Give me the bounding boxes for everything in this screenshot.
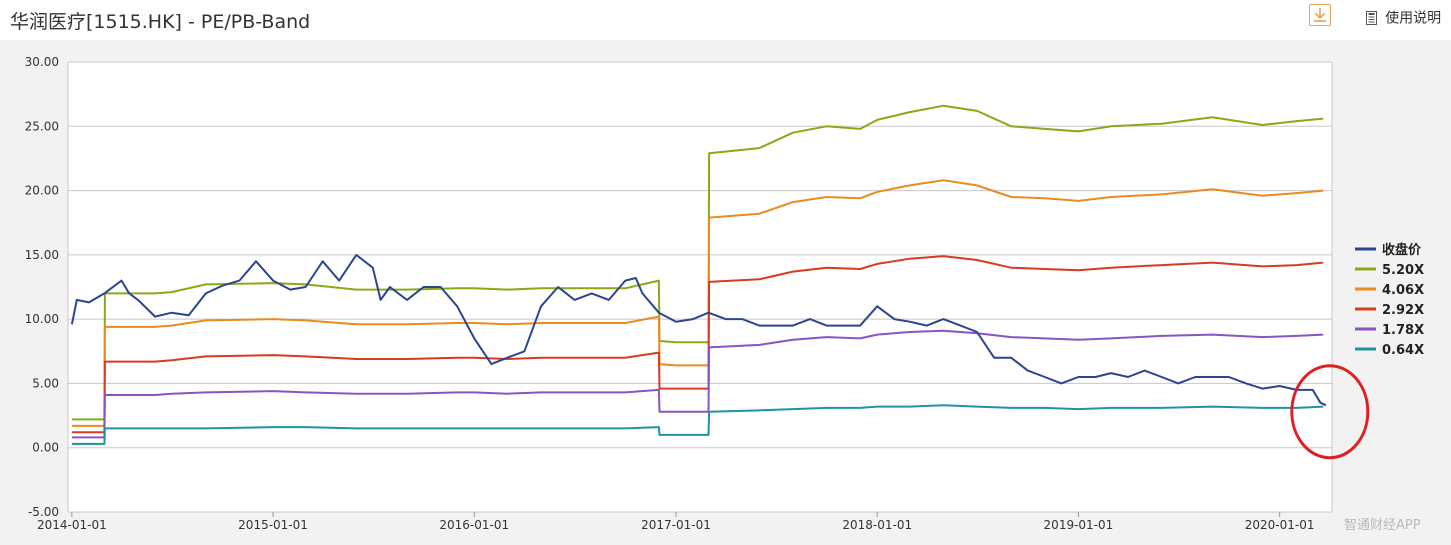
annotations [1290, 364, 1370, 460]
chart-header: 华润医疗[1515.HK] - PE/PB-Band 使用说明 [0, 0, 1451, 40]
y-axis-ticks: 30.00 25.00 20.00 15.00 10.00 5.00 0.00 -5.00 [25, 55, 59, 519]
legend-label: 1.78X [1382, 323, 1424, 338]
y-tick-label: 20.00 [25, 184, 59, 198]
legend-item[interactable]: 4.06X [1355, 283, 1424, 298]
highlight-circle [1290, 364, 1370, 460]
series-line-2.92X [71, 255, 1324, 434]
series-line-0.64X [71, 404, 1324, 445]
download-button[interactable] [1309, 4, 1331, 26]
legend-item[interactable]: 1.78X [1355, 323, 1424, 338]
y-tick-label: 30.00 [25, 55, 59, 69]
pe-pb-band-chart: 30.00 25.00 20.00 15.00 10.00 5.00 0.00 -5.00 2… [25, 55, 1424, 533]
usage-guide-link[interactable]: 使用说明 [1366, 7, 1441, 27]
y-tick-label: 25.00 [25, 119, 59, 133]
x-tick-label: 2014-01-01 [37, 518, 107, 532]
grid-lines [67, 61, 1333, 513]
y-tick-label: 15.00 [25, 248, 59, 262]
x-tick-label: 2017-01-01 [641, 518, 711, 532]
legend-label: 4.06X [1382, 283, 1424, 298]
legend-item[interactable]: 5.20X [1355, 263, 1424, 278]
series-line-1.78X [71, 329, 1324, 439]
x-tick-label: 2015-01-01 [238, 518, 308, 532]
x-axis-ticks: 2014-01-01 2015-01-01 2016-01-01 2017-01-01… [37, 512, 1315, 532]
series-line-4.06X [71, 179, 1324, 427]
chart-area: 30.00 25.00 20.00 15.00 10.00 5.00 0.00 -5.00 2… [0, 40, 1451, 545]
x-tick-label: 2020-01-01 [1245, 518, 1315, 532]
series-lines [70, 104, 1327, 445]
y-tick-label: 5.00 [32, 376, 59, 390]
x-tick-label: 2019-01-01 [1044, 518, 1114, 532]
legend-label: 收盘价 [1382, 242, 1422, 258]
legend-label: 5.20X [1382, 263, 1424, 278]
document-icon [1366, 10, 1377, 25]
usage-guide-label: 使用说明 [1385, 10, 1442, 27]
page-title: 华润医疗[1515.HK] - PE/PB-Band [10, 11, 311, 33]
legend-label: 0.64X [1382, 343, 1424, 358]
legend-item[interactable]: 2.92X [1355, 303, 1424, 318]
plot-background [68, 62, 1332, 512]
download-icon [1314, 8, 1326, 22]
legend: 收盘价 5.20X 4.06X 2.92X 1.78X 0.64X [1355, 242, 1424, 358]
y-tick-label: -5.00 [28, 505, 59, 519]
watermark-text: 智通财经APP [1344, 518, 1421, 533]
y-tick-label: 0.00 [32, 441, 59, 455]
x-tick-label: 2018-01-01 [842, 518, 912, 532]
series-line-收盘价 [70, 253, 1327, 407]
legend-item[interactable]: 0.64X [1355, 343, 1424, 358]
legend-label: 2.92X [1382, 303, 1424, 318]
legend-item[interactable]: 收盘价 [1355, 242, 1422, 258]
y-tick-label: 10.00 [25, 312, 59, 326]
x-tick-label: 2016-01-01 [439, 518, 509, 532]
